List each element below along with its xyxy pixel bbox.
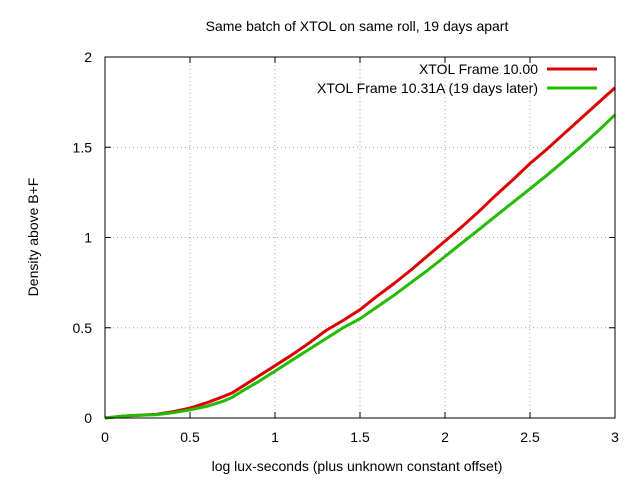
x-tick-label: 0: [101, 429, 109, 445]
legend-label-2: XTOL Frame 10.31A (19 days later): [317, 80, 538, 96]
chart-title: Same batch of XTOL on same roll, 19 days…: [206, 18, 509, 34]
legend: XTOL Frame 10.00 XTOL Frame 10.31A (19 da…: [317, 61, 597, 96]
y-tick-label: 0: [84, 410, 92, 426]
x-tick-label: 3: [611, 429, 619, 445]
y-axis-label: Density above B+F: [25, 178, 41, 297]
x-tick-label: 1.5: [350, 429, 370, 445]
x-tick-label: 0.5: [180, 429, 200, 445]
y-tick-label: 0.5: [73, 320, 93, 336]
x-tick-label: 2: [441, 429, 449, 445]
y-tick-label: 1: [84, 230, 92, 246]
x-tick-label: 2.5: [520, 429, 540, 445]
grid-layer: [105, 57, 615, 418]
series-layer: [104, 86, 617, 420]
legend-label-1: XTOL Frame 10.00: [419, 61, 538, 77]
x-axis-label: log lux-seconds (plus unknown constant o…: [212, 458, 503, 474]
tick-layer: 0 0.5 1 1.5 2 2.5 3 0 0.5 1 1.5 2: [73, 49, 620, 445]
y-tick-label: 1.5: [73, 139, 93, 155]
y-tick-label: 2: [84, 49, 92, 65]
series-line-2: [104, 113, 617, 420]
series-line-1: [104, 86, 617, 420]
x-tick-label: 1: [271, 429, 279, 445]
